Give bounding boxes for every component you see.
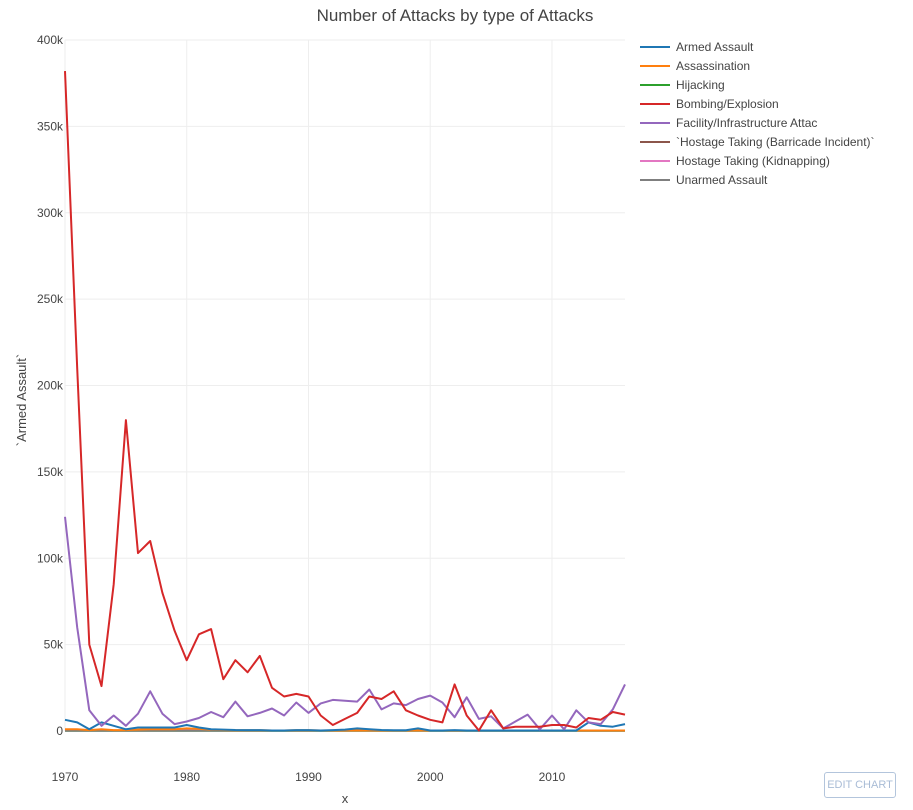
legend-item[interactable]: `Hostage Taking (Barricade Incident)` bbox=[640, 135, 875, 149]
y-tick-label: 250k bbox=[37, 292, 64, 306]
legend-label: Facility/Infrastructure Attac bbox=[676, 116, 817, 130]
y-tick-label: 350k bbox=[37, 119, 64, 133]
axis-ticks: 1970 1980 1990 2000 2010 0 50k 100k 150k 200k 250k… bbox=[37, 33, 566, 784]
series-line-3 bbox=[64, 71, 626, 732]
x-tick-label: 2000 bbox=[417, 770, 444, 784]
y-axis-title: `Armed Assault` bbox=[14, 354, 29, 446]
legend-label: Unarmed Assault bbox=[676, 173, 768, 187]
y-tick-label: 0 bbox=[56, 724, 63, 738]
legend-item[interactable]: Hijacking bbox=[640, 78, 725, 92]
legend-item[interactable]: Hostage Taking (Kidnapping) bbox=[640, 154, 830, 168]
y-tick-label: 200k bbox=[37, 379, 64, 393]
x-tick-label: 2010 bbox=[539, 770, 566, 784]
gridlines bbox=[64, 39, 625, 732]
legend-item[interactable]: Facility/Infrastructure Attac bbox=[640, 116, 817, 130]
y-tick-label: 400k bbox=[37, 33, 64, 47]
y-tick-label: 150k bbox=[37, 465, 64, 479]
y-tick-label: 50k bbox=[44, 638, 64, 652]
legend-item[interactable]: Armed Assault bbox=[640, 40, 754, 54]
chart-title: Number of Attacks by type of Attacks bbox=[317, 6, 594, 25]
legend[interactable]: Armed Assault Assassination Hijacking Bombi… bbox=[640, 40, 875, 187]
y-tick-label: 300k bbox=[37, 206, 64, 220]
series-line-4 bbox=[64, 516, 626, 731]
legend-label: Bombing/Explosion bbox=[676, 97, 779, 111]
legend-item[interactable]: Bombing/Explosion bbox=[640, 97, 779, 111]
legend-label: Assassination bbox=[676, 59, 750, 73]
x-tick-label: 1980 bbox=[173, 770, 200, 784]
x-axis-title: x bbox=[342, 791, 349, 806]
legend-item[interactable]: Unarmed Assault bbox=[640, 173, 768, 187]
legend-label: Hostage Taking (Kidnapping) bbox=[676, 154, 830, 168]
legend-label: `Hostage Taking (Barricade Incident)` bbox=[676, 135, 875, 149]
legend-label: Hijacking bbox=[676, 78, 725, 92]
x-tick-label: 1990 bbox=[295, 770, 322, 784]
series-line-0 bbox=[64, 718, 626, 732]
legend-item[interactable]: Assassination bbox=[640, 59, 750, 73]
series-lines bbox=[64, 71, 626, 732]
legend-label: Armed Assault bbox=[676, 40, 754, 54]
x-tick-label: 1970 bbox=[52, 770, 79, 784]
y-tick-label: 100k bbox=[37, 551, 64, 565]
edit-chart-button[interactable]: EDIT CHART bbox=[824, 772, 896, 798]
